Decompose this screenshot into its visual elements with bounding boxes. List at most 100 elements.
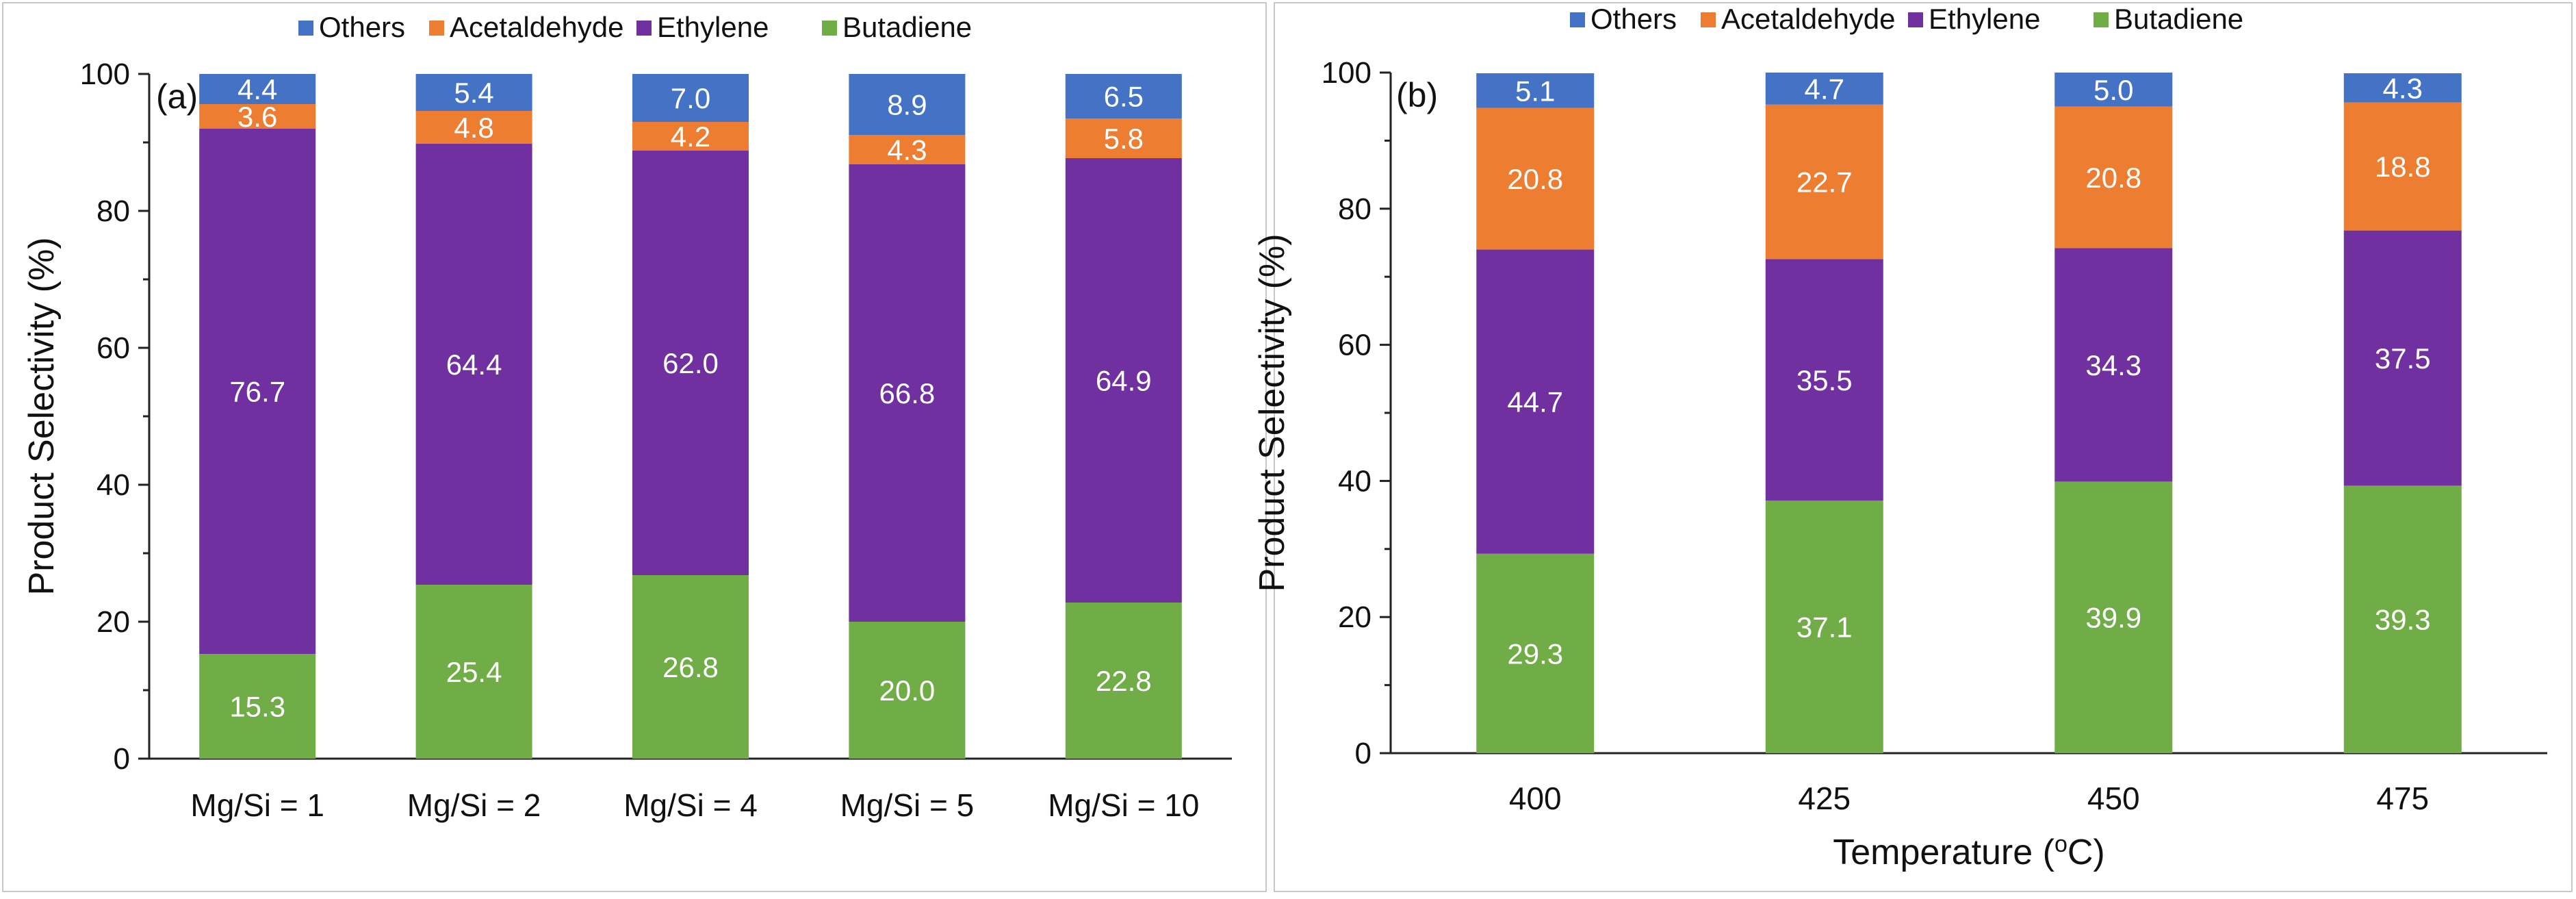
bar-segment-butadiene xyxy=(415,585,532,759)
data-label-ethylene: 35.5 xyxy=(1796,364,1853,396)
panel-b-category-label: 450 xyxy=(2087,781,2140,816)
legend-label-ethylene: Ethylene xyxy=(1929,3,2040,35)
panel-a-y-tick-label: 100 xyxy=(80,58,130,91)
data-label-ethylene: 66.8 xyxy=(879,377,936,409)
data-label-butadiene: 29.3 xyxy=(1507,637,1563,670)
panel-b-category-label: 400 xyxy=(1509,781,1562,816)
data-label-others: 5.4 xyxy=(454,77,493,109)
bar-segment-butadiene xyxy=(1065,603,1182,759)
bar-segment-ethylene xyxy=(415,144,532,585)
panel-b-x-axis-title: Temperature (oC) xyxy=(1833,831,2104,872)
bar-segment-others xyxy=(1476,73,1595,108)
legend-label-acetaldehyde: Acetaldehyde xyxy=(450,11,624,43)
data-label-butadiene: 15.3 xyxy=(229,691,285,723)
bar-segment-ethylene xyxy=(1476,249,1595,554)
bar-segment-acetaldehyde xyxy=(2343,102,2462,231)
panel-a-tag: (a) xyxy=(156,77,198,116)
x-axis-title-main: Temperature ( xyxy=(1833,833,2055,872)
legend-swatch-acetaldehyde xyxy=(429,21,444,36)
data-label-butadiene: 39.9 xyxy=(2085,602,2141,634)
panel-a-category-label: Mg/Si = 5 xyxy=(840,787,975,823)
data-label-butadiene: 26.8 xyxy=(662,651,719,683)
bar-segment-others xyxy=(2343,73,2462,103)
bar-segment-acetaldehyde xyxy=(632,122,749,151)
data-label-others: 5.0 xyxy=(2094,74,2133,106)
legend-swatch-ethylene xyxy=(636,21,652,36)
data-label-butadiene: 25.4 xyxy=(446,656,502,688)
bar-segment-others xyxy=(632,74,749,122)
data-label-acetaldehyde: 18.8 xyxy=(2375,151,2431,183)
legend-swatch-others xyxy=(1570,12,1585,27)
bar-segment-butadiene xyxy=(632,575,749,759)
bar-segment-butadiene xyxy=(1476,553,1595,753)
data-label-ethylene: 37.5 xyxy=(2375,342,2431,375)
bar-segment-ethylene xyxy=(849,164,966,622)
data-label-ethylene: 44.7 xyxy=(1507,386,1563,418)
panel-b-y-tick-label: 0 xyxy=(1355,737,1371,770)
bar-segment-butadiene xyxy=(2055,481,2173,753)
data-label-others: 6.5 xyxy=(1104,81,1144,113)
data-label-acetaldehyde: 20.8 xyxy=(2085,162,2141,194)
legend-label-ethylene: Ethylene xyxy=(657,11,769,43)
legend-label-butadiene: Butadiene xyxy=(842,11,972,43)
bar-segment-acetaldehyde xyxy=(1065,118,1182,158)
bar-segment-others xyxy=(1065,74,1182,118)
data-label-ethylene: 64.9 xyxy=(1096,365,1152,397)
bar-segment-acetaldehyde xyxy=(1476,107,1595,250)
bar-segment-ethylene xyxy=(199,129,316,654)
x-axis-title-superscript: o xyxy=(2055,831,2068,857)
bar-segment-ethylene xyxy=(1065,158,1182,603)
data-label-acetaldehyde: 4.2 xyxy=(671,121,710,153)
data-label-acetaldehyde: 4.3 xyxy=(887,134,927,166)
panel-b-category-label: 425 xyxy=(1798,781,1851,816)
x-axis-title-tail: C) xyxy=(2068,833,2105,872)
legend-label-acetaldehyde: Acetaldehyde xyxy=(1721,3,1896,35)
panel-a-category-label: Mg/Si = 2 xyxy=(407,787,541,823)
panel-b-y-tick-label: 60 xyxy=(1338,329,1371,362)
data-label-butadiene: 37.1 xyxy=(1796,611,1853,644)
data-label-others: 4.7 xyxy=(1805,73,1844,105)
data-label-ethylene: 76.7 xyxy=(229,376,285,408)
data-label-others: 7.0 xyxy=(671,82,710,114)
panel-b-category-label: 475 xyxy=(2376,781,2429,816)
panel-b-y-tick-label: 20 xyxy=(1338,600,1371,634)
bar-segment-others xyxy=(1765,73,1883,105)
data-label-ethylene: 64.4 xyxy=(446,349,502,381)
bar-segment-butadiene xyxy=(849,622,966,759)
panel-a-category-label: Mg/Si = 10 xyxy=(1048,787,1199,823)
panel-a-y-tick-label: 40 xyxy=(96,468,130,502)
bar-segment-acetaldehyde xyxy=(849,135,966,164)
bar-segment-others xyxy=(849,74,966,135)
data-label-butadiene: 39.3 xyxy=(2375,604,2431,636)
bar-segment-others xyxy=(415,74,532,111)
panel-a-category-label: Mg/Si = 4 xyxy=(623,787,758,823)
data-label-acetaldehyde: 5.8 xyxy=(1104,123,1144,155)
data-label-acetaldehyde: 20.8 xyxy=(1507,163,1563,195)
legend-swatch-acetaldehyde xyxy=(1701,12,1716,27)
panel-a-y-tick-label: 20 xyxy=(96,605,130,639)
data-label-others: 5.1 xyxy=(1515,75,1555,107)
panel-a-y-tick-label: 0 xyxy=(114,742,130,776)
bar-segment-butadiene xyxy=(2343,485,2462,753)
bar-segment-others xyxy=(199,74,316,104)
panel-a-y-axis-title: Product Selectivity (%) xyxy=(22,237,62,595)
panel-b-tag: (b) xyxy=(1396,76,1438,114)
bar-segment-acetaldehyde xyxy=(1765,104,1883,259)
bar-segment-ethylene xyxy=(2055,248,2173,482)
panel-a-y-tick-label: 60 xyxy=(96,331,130,365)
bar-segment-others xyxy=(2055,73,2173,107)
panel-b-y-tick-label: 100 xyxy=(1322,56,1371,90)
panel-b-y-tick-label: 40 xyxy=(1338,464,1371,498)
legend-swatch-ethylene xyxy=(1908,12,1923,27)
data-label-butadiene: 22.8 xyxy=(1096,665,1152,697)
legend-swatch-butadiene xyxy=(2094,12,2109,27)
bar-segment-ethylene xyxy=(1765,259,1883,501)
legend-swatch-others xyxy=(298,21,313,36)
bar-segment-acetaldehyde xyxy=(2055,106,2173,249)
panel-a-category-label: Mg/Si = 1 xyxy=(190,787,324,823)
panel-b-y-axis-title: Product Selectivity (%) xyxy=(1252,233,1292,592)
bar-segment-acetaldehyde xyxy=(415,111,532,144)
data-label-ethylene: 34.3 xyxy=(2085,349,2141,381)
